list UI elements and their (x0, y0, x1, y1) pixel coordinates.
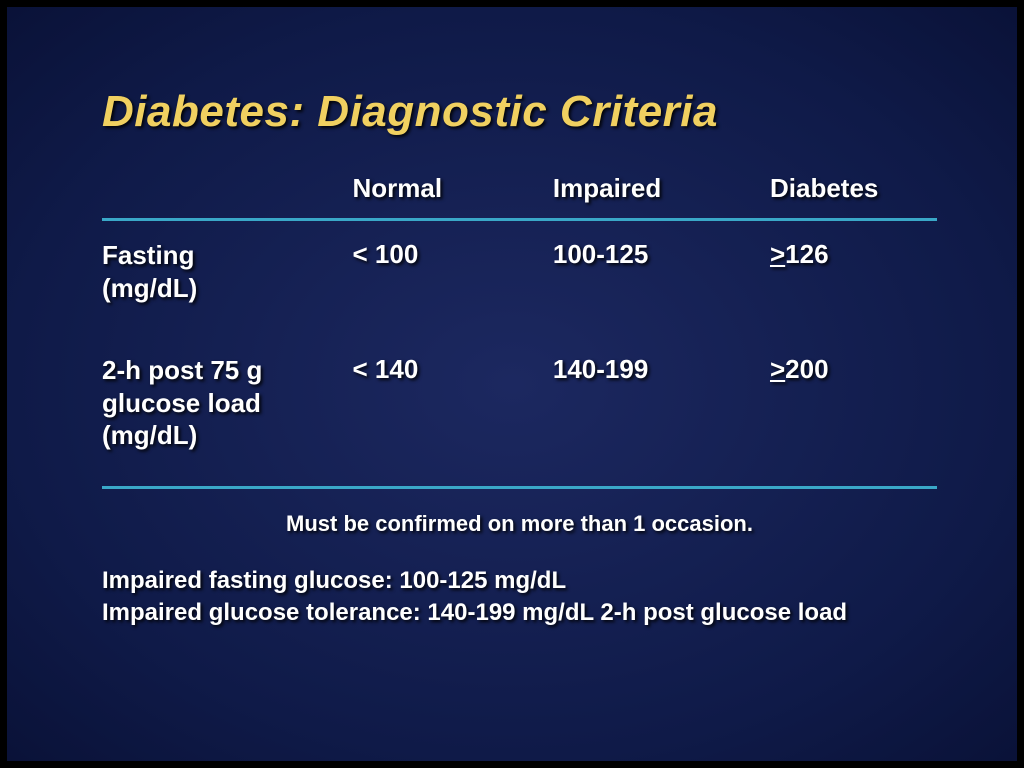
cell-fasting-diabetes: >126 (770, 221, 937, 354)
cell-value: 200 (785, 354, 828, 384)
confirmation-note: Must be confirmed on more than 1 occasio… (102, 511, 937, 537)
slide: Diabetes: Diagnostic Criteria Normal Imp… (6, 6, 1018, 762)
row-label-line: glucose load (102, 388, 261, 418)
row-label-line: (mg/dL) (102, 273, 197, 303)
table-row: 2-h post 75 g glucose load (mg/dL) < 140… (102, 354, 937, 487)
table-header-impaired: Impaired (553, 173, 770, 220)
row-label-line: Fasting (102, 240, 194, 270)
row-label-line: (mg/dL) (102, 420, 197, 450)
table-header-blank (102, 173, 353, 220)
cell-ogtt-diabetes: >200 (770, 354, 937, 487)
table-rule-bottom (102, 487, 937, 489)
cell-fasting-impaired: 100-125 (553, 221, 770, 354)
table-row: Fasting (mg/dL) < 100 100-125 >126 (102, 221, 937, 354)
definitions-block: Impaired fasting glucose: 100-125 mg/dL … (102, 565, 937, 630)
row-label-ogtt: 2-h post 75 g glucose load (mg/dL) (102, 354, 353, 487)
slide-title: Diabetes: Diagnostic Criteria (102, 87, 937, 137)
slide-content: Diabetes: Diagnostic Criteria Normal Imp… (7, 7, 1017, 629)
cell-value: 126 (785, 239, 828, 269)
table-header-diabetes: Diabetes (770, 173, 937, 220)
cell-ogtt-impaired: 140-199 (553, 354, 770, 487)
cell-ogtt-normal: < 140 (353, 354, 553, 487)
table-header-row: Normal Impaired Diabetes (102, 173, 937, 220)
definition-ifg: Impaired fasting glucose: 100-125 mg/dL (102, 565, 937, 597)
criteria-table: Normal Impaired Diabetes Fasting (mg/dL)… (102, 173, 937, 489)
row-label-line: 2-h post 75 g (102, 355, 262, 385)
gte-symbol: > (770, 239, 785, 269)
table-header-normal: Normal (353, 173, 553, 220)
cell-fasting-normal: < 100 (353, 221, 553, 354)
definition-igt: Impaired glucose tolerance: 140-199 mg/d… (102, 597, 937, 629)
gte-symbol: > (770, 354, 785, 384)
row-label-fasting: Fasting (mg/dL) (102, 221, 353, 354)
